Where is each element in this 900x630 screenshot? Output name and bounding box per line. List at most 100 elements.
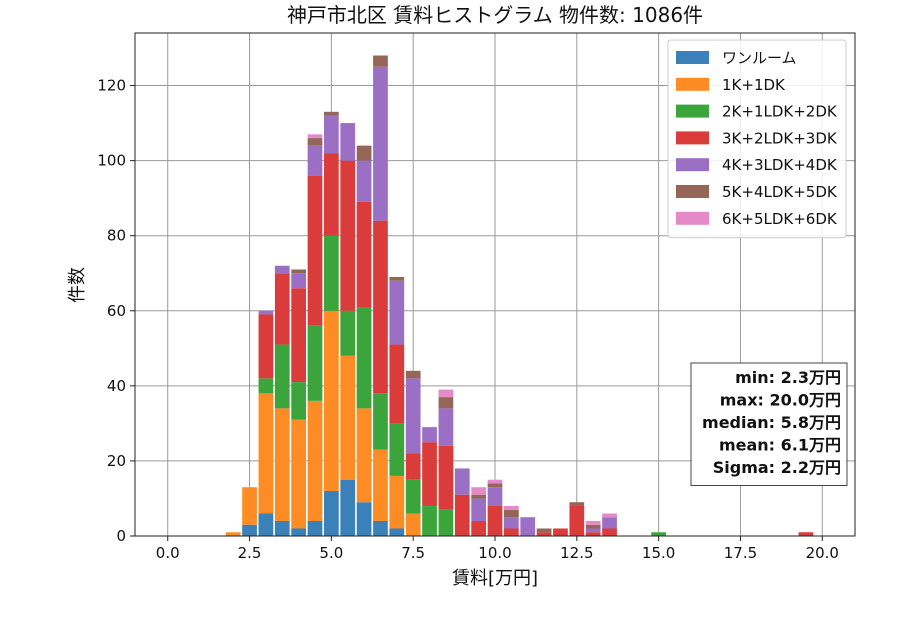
bar-segment — [487, 479, 503, 484]
bar-segment — [585, 524, 601, 529]
bar-segment — [504, 528, 519, 536]
bar-segment — [340, 355, 356, 480]
bar-segment — [324, 235, 339, 311]
bar-segment — [438, 445, 454, 510]
bar-segment — [291, 528, 306, 536]
bar-segment — [487, 505, 503, 536]
bar-segment — [504, 505, 519, 510]
y-tick-label: 40 — [107, 377, 126, 395]
bar-segment — [356, 502, 372, 536]
bar-segment — [324, 310, 339, 491]
x-axis-ticks: 0.0 2.5 5.0 7.5 10.0 12.5 15.0 17.5 20.0 — [156, 536, 839, 562]
bar-segment — [324, 490, 339, 536]
bar-segment — [405, 453, 421, 480]
x-tick-label: 17.5 — [724, 544, 757, 562]
bar-segment — [422, 505, 437, 536]
bar-segment — [340, 123, 356, 161]
bar-segment — [471, 487, 486, 495]
legend-label: 5K+4LDK+5DK — [722, 183, 838, 201]
bar-segment — [438, 509, 454, 536]
bar-segment — [454, 494, 470, 536]
bar-segment — [389, 276, 405, 281]
legend-label: 2K+1LDK+2DK — [722, 103, 838, 121]
bar-segment — [274, 408, 290, 521]
x-tick-label: 15.0 — [642, 544, 675, 562]
legend-swatch — [676, 77, 709, 91]
bar-segment — [373, 220, 388, 394]
legend-label: 4K+3LDK+4DK — [722, 156, 838, 174]
x-tick-label: 0.0 — [156, 544, 180, 562]
stats-line: min: 2.3万円 — [735, 368, 841, 387]
bar-segment — [553, 528, 568, 536]
bar-segment — [438, 408, 454, 446]
bar-segment — [602, 528, 617, 536]
bar-segment — [454, 468, 470, 495]
legend-label: 3K+2LDK+3DK — [722, 129, 838, 147]
legend-frame — [667, 39, 847, 239]
bar-segment — [307, 325, 323, 401]
bar-segment — [798, 532, 814, 536]
legend-swatch — [676, 104, 709, 118]
bar-segment — [242, 487, 257, 525]
stats-box: min: 2.3万円 max: 20.0万円 median: 5.8万円 mean: … — [690, 362, 848, 486]
y-tick-label: 60 — [107, 302, 126, 320]
bar-segment — [438, 397, 454, 409]
bar-segment — [422, 427, 437, 443]
bar-segment — [373, 520, 388, 536]
bar-segment — [291, 419, 306, 529]
bar-segment — [487, 483, 503, 488]
legend: ワンルーム 1K+1DK 2K+1LDK+2DK 3K+2LDK+3DK 4K+3LDK… — [667, 39, 847, 239]
x-tick-label: 12.5 — [560, 544, 593, 562]
x-axis-label: 賃料[万円] — [452, 568, 538, 589]
bar-segment — [356, 145, 372, 161]
stats-line: max: 20.0万円 — [720, 391, 841, 410]
bar-segment — [356, 201, 372, 308]
y-tick-label: 20 — [107, 452, 126, 470]
x-tick-label: 7.5 — [401, 544, 425, 562]
bar-segment — [438, 389, 454, 398]
bar-segment — [274, 273, 290, 345]
bar-segment — [324, 111, 339, 116]
bar-segment — [307, 520, 323, 536]
bar-segment — [651, 532, 666, 536]
bar-segment — [225, 532, 241, 536]
bar-segment — [340, 310, 356, 356]
bar-segment — [373, 393, 388, 450]
legend-swatch — [676, 158, 709, 172]
bar-segment — [405, 479, 421, 514]
bar-segment — [471, 494, 486, 499]
bar-segment — [585, 528, 601, 533]
bar-segment — [504, 517, 519, 529]
bar-segment — [324, 115, 339, 154]
bar-segment — [585, 520, 601, 525]
bar-segment — [520, 517, 536, 536]
legend-swatch — [676, 131, 709, 145]
bar-segment — [242, 524, 257, 536]
bar-segment — [274, 520, 290, 536]
bar-segment — [373, 449, 388, 521]
chart-title: 神戸市北区 賃料ヒストグラム 物件数: 1086件 — [287, 3, 703, 27]
x-tick-label: 5.0 — [319, 544, 343, 562]
bar-segment — [356, 160, 372, 202]
bar-segment — [373, 55, 388, 67]
bar-segment — [422, 442, 437, 506]
bar-segment — [602, 513, 617, 518]
stats-line: mean: 6.1万円 — [719, 436, 841, 455]
bar-segment — [258, 513, 274, 536]
bar-segment — [307, 400, 323, 521]
y-tick-label: 80 — [107, 227, 126, 245]
legend-label: ワンルーム — [722, 49, 797, 67]
bar-segment — [405, 378, 421, 454]
bar-segment — [258, 310, 274, 315]
bar-segment — [291, 273, 306, 289]
bar-segment — [569, 505, 585, 536]
legend-label: 1K+1DK — [722, 76, 786, 94]
bar-segment — [405, 513, 421, 536]
bar-segment — [389, 528, 405, 536]
x-tick-label: 20.0 — [806, 544, 839, 562]
bar-segment — [258, 314, 274, 379]
bar-segment — [307, 145, 323, 176]
stats-line: median: 5.8万円 — [702, 413, 841, 432]
